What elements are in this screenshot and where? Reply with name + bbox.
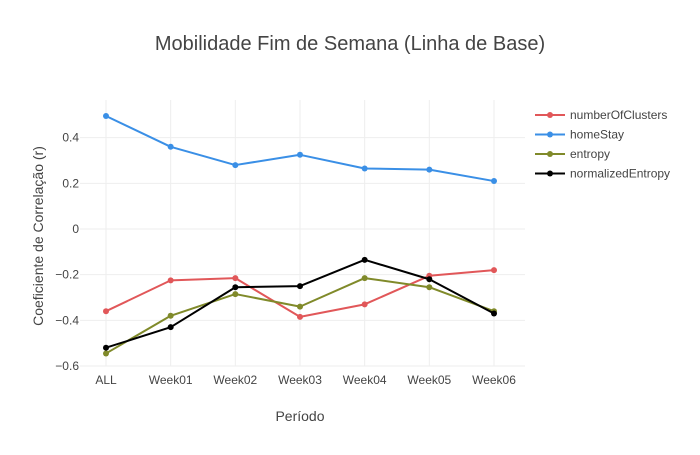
legend-item-homeStay[interactable]: homeStay — [535, 128, 624, 142]
data-point-homeStay[interactable] — [232, 162, 239, 169]
y-tick-label: 0 — [72, 222, 79, 236]
data-point-homeStay[interactable] — [426, 166, 433, 173]
data-point-entropy[interactable] — [167, 312, 174, 319]
legend-label: entropy — [570, 147, 610, 161]
y-tick-labels: 0.4 0.2 0 −0.2 −0.4 −0.6 — [55, 131, 79, 373]
legend-label: normalizedEntropy — [570, 167, 670, 181]
data-point-numberOfClusters[interactable] — [103, 308, 109, 315]
x-tick-label: ALL — [95, 373, 117, 387]
legend-marker — [547, 131, 553, 138]
data-point-normalizedEntropy[interactable] — [491, 310, 497, 317]
series-normalizedEntropy — [103, 256, 497, 351]
x-tick-label: Week04 — [343, 373, 387, 387]
series-homeStay — [103, 112, 497, 185]
data-point-normalizedEntropy[interactable] — [232, 284, 239, 291]
y-tick-label: −0.2 — [55, 268, 79, 282]
data-point-normalizedEntropy[interactable] — [426, 276, 433, 283]
y-tick-label: 0.4 — [62, 131, 79, 145]
data-point-homeStay[interactable] — [361, 165, 368, 172]
legend-marker — [547, 112, 553, 118]
data-point-homeStay[interactable] — [491, 178, 497, 185]
data-point-numberOfClusters[interactable] — [491, 267, 497, 274]
data-point-homeStay[interactable] — [103, 112, 109, 119]
legend-item-entropy[interactable]: entropy — [535, 147, 610, 161]
data-point-homeStay[interactable] — [167, 143, 174, 150]
data-point-numberOfClusters[interactable] — [297, 313, 303, 320]
legend-item-numberOfClusters[interactable]: numberOfClusters — [535, 108, 667, 122]
y-tick-label: −0.4 — [55, 313, 79, 327]
legend-label: homeStay — [570, 128, 624, 142]
x-axis-title: Período — [275, 408, 324, 424]
data-point-normalizedEntropy[interactable] — [103, 344, 109, 351]
data-point-entropy[interactable] — [232, 291, 239, 298]
x-tick-label: Week01 — [149, 373, 193, 387]
legend[interactable]: numberOfClusters homeStay entropy normalize… — [535, 108, 670, 181]
x-tick-label: Week02 — [213, 373, 257, 387]
legend-label: numberOfClusters — [570, 108, 667, 122]
legend-marker — [547, 170, 553, 177]
chart-title: Mobilidade Fim de Semana (Linha de Base) — [155, 33, 545, 55]
series-numberOfClusters — [103, 267, 497, 320]
y-tick-label: 0.2 — [62, 176, 79, 190]
x-tick-labels: ALL Week01 Week02 Week03 Week04 Week05 Week06 — [95, 373, 516, 387]
data-point-homeStay[interactable] — [297, 151, 303, 158]
data-point-normalizedEntropy[interactable] — [167, 324, 174, 331]
y-tick-label: −0.6 — [55, 359, 79, 373]
data-point-normalizedEntropy[interactable] — [297, 283, 303, 290]
y-axis-title: Coeficiente de Correlação (r) — [30, 146, 46, 326]
x-tick-label: Week05 — [407, 373, 451, 387]
x-tick-label: Week06 — [472, 373, 516, 387]
grid-layer — [80, 100, 525, 367]
data-point-entropy[interactable] — [361, 275, 368, 282]
legend-item-normalizedEntropy[interactable]: normalizedEntropy — [535, 167, 670, 181]
data-point-numberOfClusters[interactable] — [167, 277, 174, 284]
data-point-numberOfClusters[interactable] — [361, 301, 368, 308]
data-point-entropy[interactable] — [426, 284, 433, 291]
data-point-normalizedEntropy[interactable] — [361, 256, 368, 263]
data-point-numberOfClusters[interactable] — [232, 275, 239, 282]
x-tick-label: Week03 — [278, 373, 322, 387]
legend-marker — [547, 151, 553, 157]
data-point-entropy[interactable] — [297, 303, 303, 310]
data-point-entropy[interactable] — [103, 350, 109, 357]
series-layer — [103, 112, 497, 357]
